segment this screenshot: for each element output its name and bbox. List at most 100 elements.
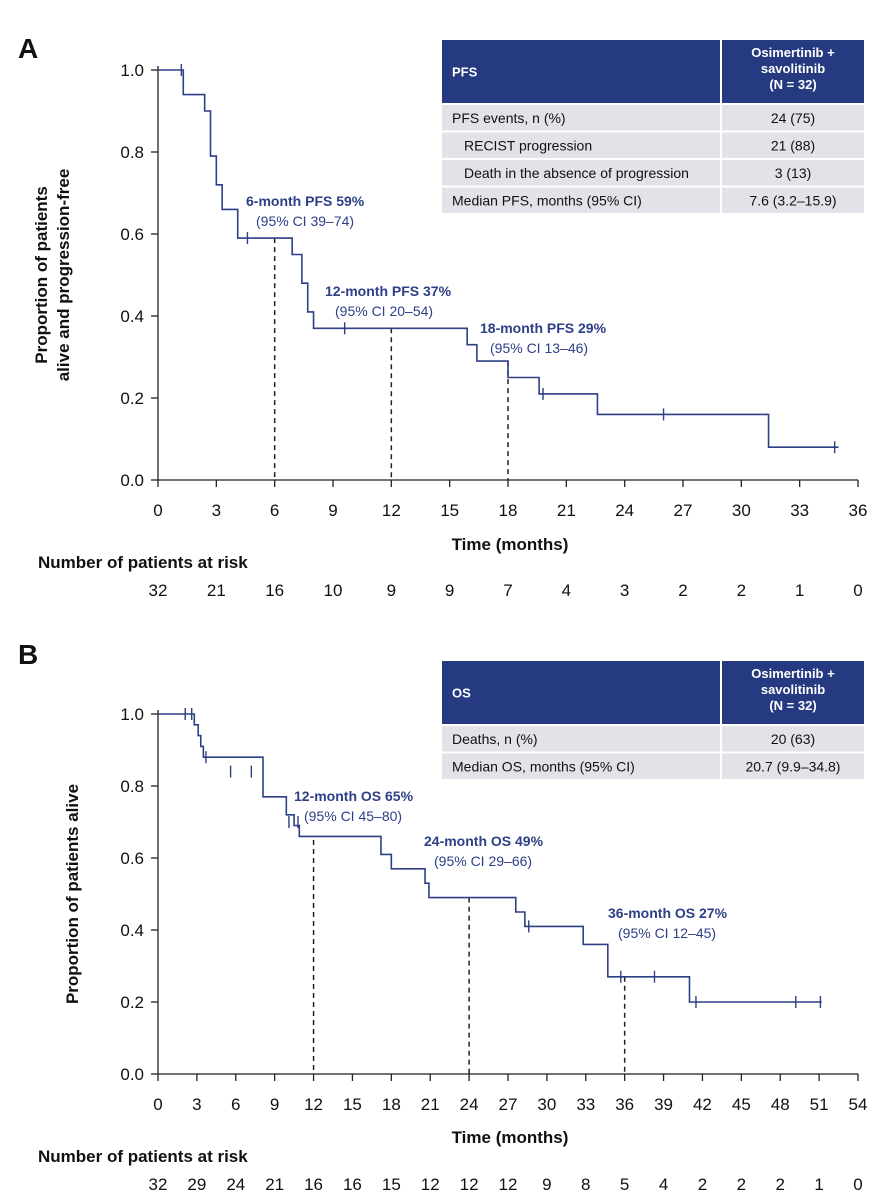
risk-number: 21 bbox=[207, 581, 226, 600]
table-cell bbox=[722, 726, 864, 752]
x-tick-label: 12 bbox=[304, 1095, 323, 1114]
x-tick-label: 15 bbox=[440, 501, 459, 520]
table-cell bbox=[722, 187, 864, 213]
table-header-arm-line: Osimertinib + bbox=[751, 45, 835, 60]
y-axis-title: Proportion of patients alive and progress… bbox=[32, 169, 73, 382]
table-header-cell bbox=[442, 661, 720, 724]
table-row-value: 21 (88) bbox=[771, 138, 815, 154]
x-tick-label: 51 bbox=[810, 1095, 829, 1114]
landmark-ci: (95% CI 39–74) bbox=[256, 213, 354, 229]
y-tick-label: 0.6 bbox=[120, 849, 144, 868]
y-axis-title-line: alive and progression-free bbox=[54, 169, 73, 382]
panel-letter: A bbox=[18, 33, 38, 64]
table-row-value: 3 (13) bbox=[775, 165, 812, 181]
risk-number: 29 bbox=[187, 1175, 206, 1194]
table-header-arm-line: (N = 32) bbox=[769, 698, 816, 713]
risk-number: 2 bbox=[737, 1175, 746, 1194]
x-tick-label: 24 bbox=[615, 501, 634, 520]
table-row-label: Death in the absence of progression bbox=[464, 165, 689, 181]
risk-number: 12 bbox=[421, 1175, 440, 1194]
risk-number: 21 bbox=[265, 1175, 284, 1194]
table-row-value: 20.7 (9.9–34.8) bbox=[746, 759, 841, 775]
x-tick-label: 9 bbox=[270, 1095, 279, 1114]
risk-table-title: Number of patients at risk bbox=[38, 553, 248, 572]
table-row-label: RECIST progression bbox=[464, 138, 592, 154]
x-tick-label: 6 bbox=[270, 501, 279, 520]
landmark-ci: (95% CI 13–46) bbox=[490, 340, 588, 356]
x-tick-label: 42 bbox=[693, 1095, 712, 1114]
landmark-title: 36-month OS 27% bbox=[608, 905, 728, 921]
risk-number: 1 bbox=[795, 581, 804, 600]
risk-number: 2 bbox=[678, 581, 687, 600]
x-tick-label: 45 bbox=[732, 1095, 751, 1114]
table-cell bbox=[442, 187, 720, 213]
risk-number: 0 bbox=[853, 581, 862, 600]
table-header-arm-line: Osimertinib + bbox=[751, 666, 835, 681]
table-header-arm-line: (N = 32) bbox=[769, 77, 816, 92]
table-header-arm-line: savolitinib bbox=[761, 61, 825, 76]
table-header-cell bbox=[442, 40, 720, 103]
landmark-title: 24-month OS 49% bbox=[424, 833, 544, 849]
table-cell bbox=[722, 160, 864, 186]
x-axis-title: Time (months) bbox=[452, 535, 569, 554]
risk-number: 16 bbox=[304, 1175, 323, 1194]
x-tick-label: 21 bbox=[557, 501, 576, 520]
x-tick-label: 27 bbox=[674, 501, 693, 520]
table-cell bbox=[442, 160, 720, 186]
risk-number: 16 bbox=[343, 1175, 362, 1194]
table-header-arm-line: savolitinib bbox=[761, 682, 825, 697]
panel-a: A0.00.20.40.60.81.00 3 6 9 12 15 18 21 24 27 30 33 3… bbox=[18, 33, 867, 600]
table-header-cell bbox=[722, 661, 864, 724]
table-header-label: OS bbox=[452, 686, 471, 701]
risk-number: 3 bbox=[620, 581, 629, 600]
x-tick-label: 12 bbox=[382, 501, 401, 520]
table-cell bbox=[442, 726, 720, 752]
table-cell bbox=[722, 132, 864, 158]
survival-curve bbox=[158, 69, 839, 448]
table-row-label: Median PFS, months (95% CI) bbox=[452, 193, 642, 209]
table-row-label: Deaths, n (%) bbox=[452, 731, 538, 747]
risk-number: 2 bbox=[698, 1175, 707, 1194]
table-header-arm: Osimertinib + savolitinib (N = 32) bbox=[751, 45, 835, 92]
x-tick-label: 18 bbox=[499, 501, 518, 520]
table-cell bbox=[442, 105, 720, 131]
y-axis-title-line: Proportion of patients bbox=[32, 186, 51, 364]
landmark-title: 12-month OS 65% bbox=[294, 788, 414, 804]
x-tick-label: 30 bbox=[732, 501, 751, 520]
table-header-cell bbox=[722, 40, 864, 103]
panel-b: B0.00.20.40.60.81.00 3 6 9 12 15 18 21 24 27 30 33 3… bbox=[18, 639, 867, 1194]
landmark-title: 18-month PFS 29% bbox=[480, 320, 607, 336]
x-tick-label: 24 bbox=[460, 1095, 479, 1114]
table-cell bbox=[722, 753, 864, 779]
table-cell bbox=[442, 132, 720, 158]
summary-table: OS Osimertinib + savolitinib (N = 32) Deaths… bbox=[442, 661, 864, 779]
landmark-title: 6-month PFS 59% bbox=[246, 193, 365, 209]
landmark-ci: (95% CI 45–80) bbox=[304, 808, 402, 824]
risk-table-title: Number of patients at risk bbox=[38, 1147, 248, 1166]
risk-number: 2 bbox=[775, 1175, 784, 1194]
y-axis-title: Proportion of patients alive bbox=[63, 784, 82, 1004]
x-tick-label: 36 bbox=[849, 501, 868, 520]
y-tick-label: 0.0 bbox=[120, 471, 144, 490]
summary-table: PFS Osimertinib + savolitinib (N = 32) PFS e… bbox=[442, 40, 864, 213]
x-tick-label: 30 bbox=[537, 1095, 556, 1114]
y-tick-label: 0.8 bbox=[120, 143, 144, 162]
risk-number: 9 bbox=[387, 581, 396, 600]
table-cell bbox=[722, 105, 864, 131]
y-tick-label: 0.4 bbox=[120, 921, 144, 940]
x-axis-title: Time (months) bbox=[452, 1128, 569, 1147]
table-row-value: 20 (63) bbox=[771, 731, 815, 747]
risk-number: 12 bbox=[499, 1175, 518, 1194]
risk-number: 16 bbox=[265, 581, 284, 600]
risk-number: 12 bbox=[460, 1175, 479, 1194]
risk-number: 24 bbox=[226, 1175, 245, 1194]
table-row-label: Median OS, months (95% CI) bbox=[452, 759, 635, 775]
table-header-arm: Osimertinib + savolitinib (N = 32) bbox=[751, 666, 835, 713]
x-tick-label: 27 bbox=[499, 1095, 518, 1114]
risk-number: 10 bbox=[324, 581, 343, 600]
table-cell bbox=[442, 753, 720, 779]
landmark-ci: (95% CI 29–66) bbox=[434, 853, 532, 869]
x-tick-label: 18 bbox=[382, 1095, 401, 1114]
risk-number: 32 bbox=[149, 1175, 168, 1194]
